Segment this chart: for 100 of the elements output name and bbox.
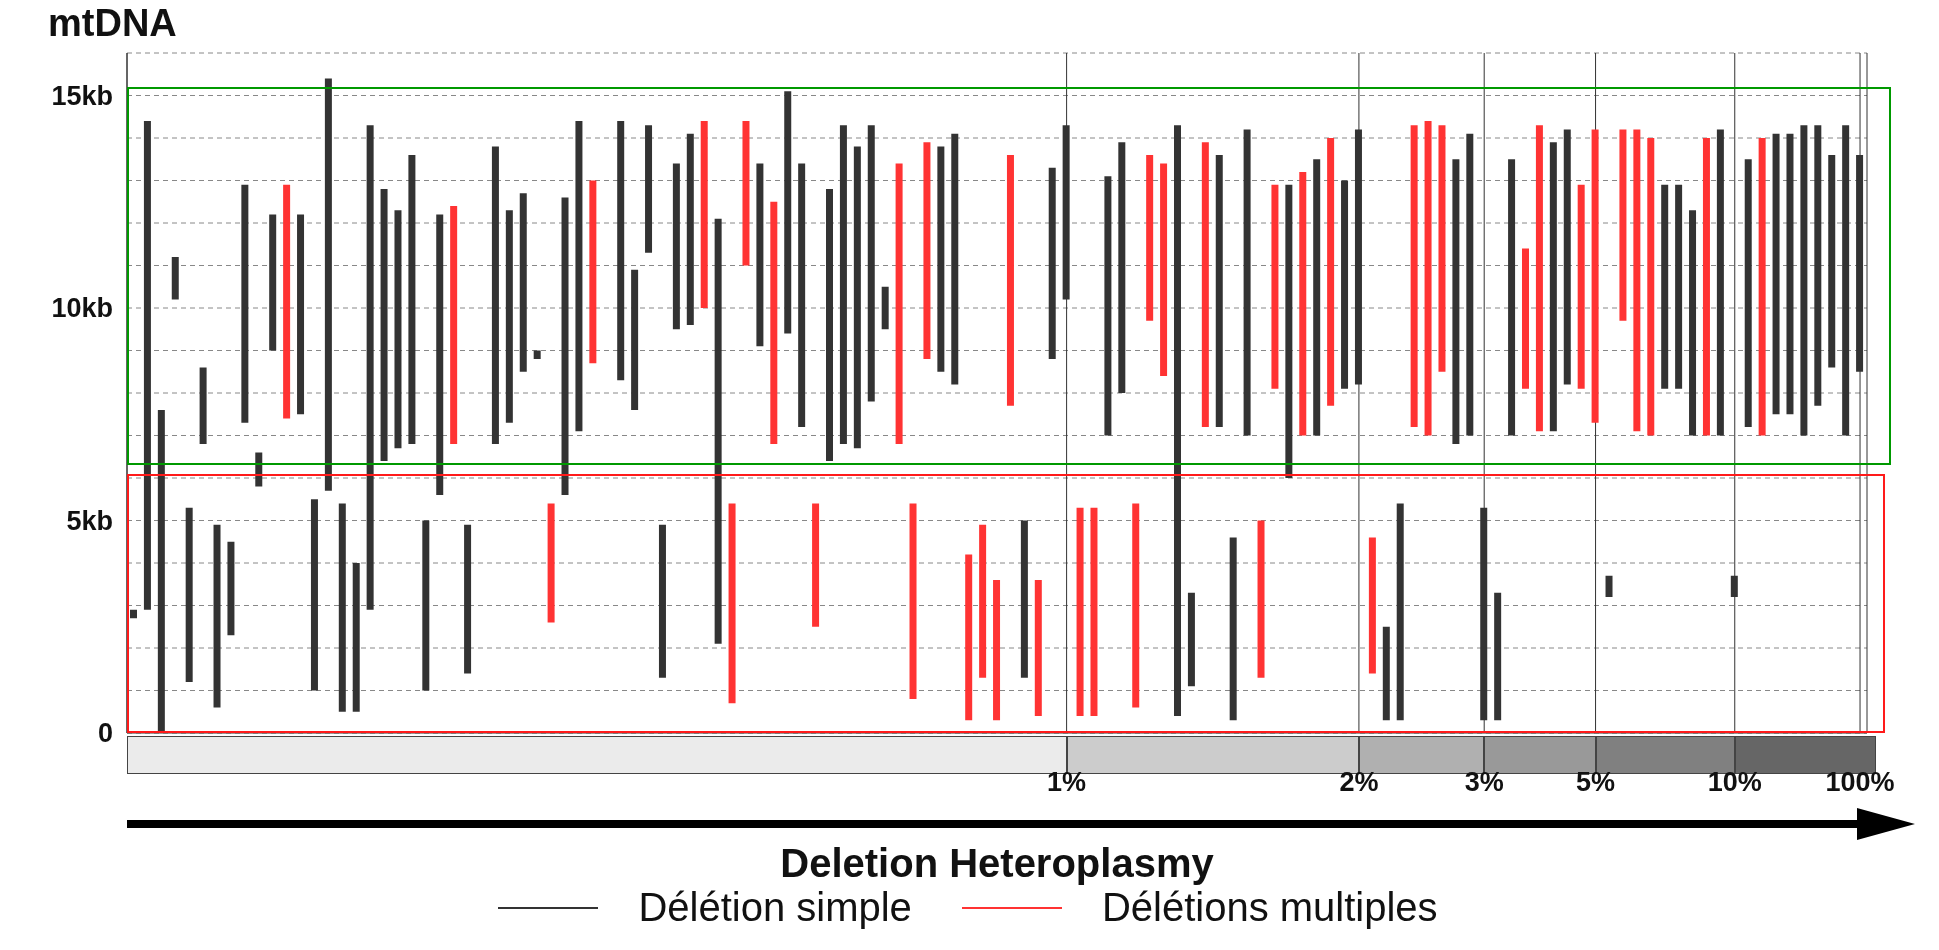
bar xyxy=(533,350,541,359)
legend-label: Délétions multiples xyxy=(1101,885,1438,930)
bar xyxy=(853,146,861,449)
bar xyxy=(686,133,694,325)
bar xyxy=(171,257,179,300)
bar xyxy=(1285,184,1293,478)
bar xyxy=(1647,138,1655,436)
bar xyxy=(130,609,137,619)
bar xyxy=(1396,503,1404,721)
bar xyxy=(798,163,806,427)
bar xyxy=(505,210,513,423)
bar xyxy=(1619,129,1627,321)
bar xyxy=(1661,184,1669,389)
bar xyxy=(1424,121,1432,436)
bar xyxy=(1229,537,1237,721)
bar xyxy=(1118,142,1126,393)
bar xyxy=(756,163,764,347)
bar xyxy=(1368,537,1376,674)
bar xyxy=(491,146,499,444)
bar xyxy=(1146,155,1154,321)
x-tick-label: 100% xyxy=(1825,767,1895,797)
bar xyxy=(1549,142,1557,432)
bar xyxy=(784,91,792,334)
bar xyxy=(1187,592,1195,687)
bar xyxy=(1508,159,1516,436)
bar xyxy=(547,503,555,623)
bar xyxy=(464,524,472,674)
bar xyxy=(1535,125,1543,432)
bar xyxy=(867,125,875,402)
bar xyxy=(338,503,346,712)
bar xyxy=(895,163,903,444)
bar xyxy=(700,121,708,308)
bar xyxy=(1605,575,1613,597)
bar xyxy=(422,520,430,691)
bar xyxy=(770,201,778,444)
legend-label: Délétion simple xyxy=(638,885,912,930)
bar xyxy=(1438,125,1446,372)
bar xyxy=(157,410,165,733)
bar xyxy=(826,189,833,461)
bar xyxy=(1842,125,1850,436)
bar xyxy=(1494,592,1502,721)
bar xyxy=(380,189,388,461)
bar xyxy=(1034,580,1042,716)
bar xyxy=(937,146,945,372)
y-tick-label: 15kb xyxy=(51,80,113,111)
bar xyxy=(1800,125,1808,436)
bar xyxy=(1341,180,1349,389)
x-tick-label: 5% xyxy=(1576,767,1616,797)
bar xyxy=(909,503,917,699)
x-tick-label: 2% xyxy=(1339,767,1379,797)
bar xyxy=(352,563,360,712)
bar xyxy=(1772,133,1780,415)
bar xyxy=(1744,159,1752,427)
bar xyxy=(519,193,527,372)
bar xyxy=(1577,184,1585,389)
bar xyxy=(1452,159,1460,444)
bar xyxy=(227,541,235,636)
bar xyxy=(1201,142,1209,427)
bar xyxy=(1215,155,1223,427)
bar xyxy=(241,184,249,423)
bar xyxy=(1090,507,1098,716)
bar xyxy=(993,580,1001,721)
bar xyxy=(1257,520,1265,678)
bar xyxy=(1716,129,1724,436)
bar xyxy=(714,218,722,644)
bar xyxy=(269,214,277,351)
bar xyxy=(1076,507,1084,716)
bar xyxy=(1104,176,1112,436)
bar xyxy=(1243,129,1251,436)
bar xyxy=(645,125,653,253)
bar xyxy=(672,163,680,330)
x-tick-label: 10% xyxy=(1707,767,1762,797)
bar xyxy=(658,524,666,678)
bar xyxy=(324,78,332,491)
x-axis-title: Deletion Heteroplasmy xyxy=(779,841,1215,886)
bar xyxy=(1410,125,1418,427)
bar xyxy=(881,286,889,330)
bar xyxy=(1689,210,1697,436)
bar xyxy=(1006,155,1014,406)
bar xyxy=(1160,163,1168,376)
bar xyxy=(199,367,207,444)
bar xyxy=(408,155,416,444)
bar xyxy=(1174,125,1181,716)
y-tick-label: 5kb xyxy=(66,505,113,536)
bar xyxy=(965,554,973,721)
bar xyxy=(213,524,221,708)
bar xyxy=(1563,129,1571,385)
bar xyxy=(1271,184,1279,389)
bar xyxy=(1466,133,1474,436)
bar xyxy=(1702,138,1710,436)
bar xyxy=(143,121,151,610)
x-tick-label: 3% xyxy=(1464,767,1504,797)
bar xyxy=(283,184,291,419)
bar xyxy=(450,206,458,444)
bar xyxy=(1299,172,1307,436)
bar xyxy=(1814,125,1822,406)
bar xyxy=(839,125,847,444)
bar xyxy=(631,269,639,410)
y-axis-title: mtDNA xyxy=(48,2,177,45)
bar xyxy=(1313,159,1321,436)
